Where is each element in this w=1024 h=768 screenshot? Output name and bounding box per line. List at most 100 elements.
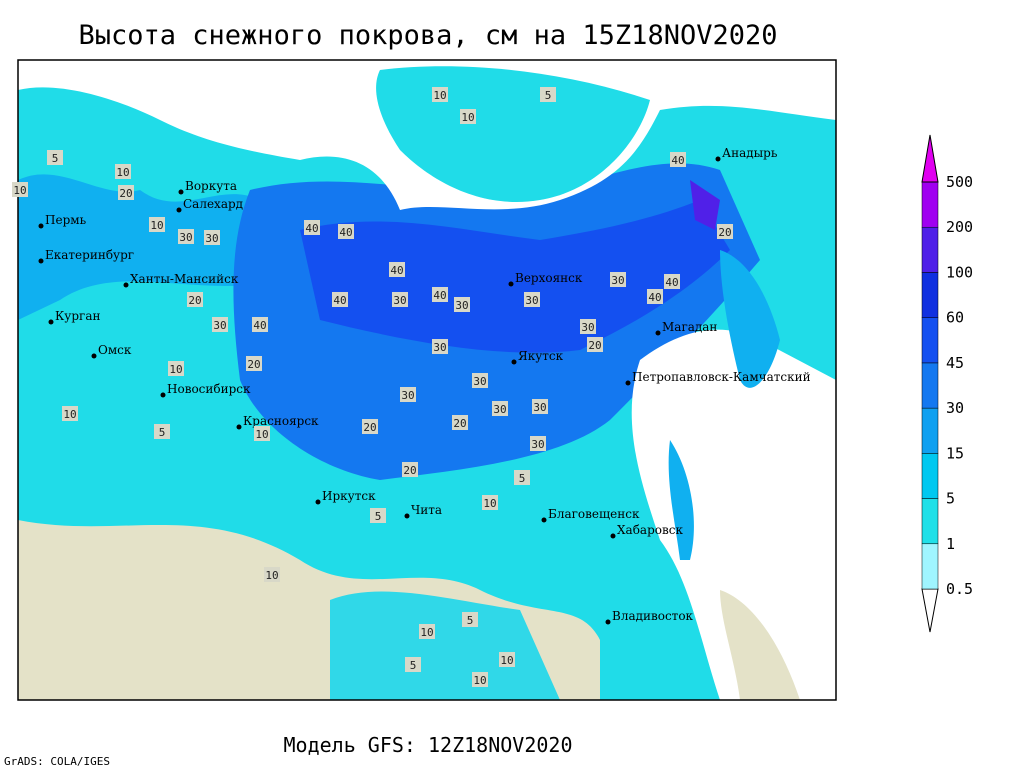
japan — [720, 590, 800, 700]
contour-label-bg — [530, 436, 546, 451]
contour-label-bg — [389, 262, 405, 277]
contour-label: 40 — [253, 319, 266, 332]
city-label: Новосибирск — [167, 382, 251, 396]
colorbar-label: 45 — [946, 354, 964, 372]
contour-label: 30 — [533, 401, 546, 414]
contour-label-bg — [178, 229, 194, 244]
contour-label: 5 — [52, 152, 59, 165]
city-label: Иркутск — [322, 489, 376, 503]
contour-label: 40 — [390, 264, 403, 277]
contour-label: 40 — [665, 276, 678, 289]
map-frame — [17, 59, 837, 701]
contour-label-bg — [264, 567, 280, 582]
colorbar-segment — [921, 498, 939, 545]
contour-label-bg — [254, 426, 270, 441]
contour-label-bg — [472, 373, 488, 388]
contour-label: 10 — [13, 184, 26, 197]
colorbar-label: 500 — [946, 173, 973, 191]
colorbar-label: 200 — [946, 218, 973, 236]
city-dot — [38, 258, 44, 264]
contour-label: 20 — [247, 358, 260, 371]
contour-label-bg — [587, 337, 603, 352]
contour-label-bg — [304, 220, 320, 235]
city-label: Магадан — [662, 320, 717, 334]
contour-label: 40 — [305, 222, 318, 235]
contour-label-bg — [717, 224, 733, 239]
contour-label: 30 — [493, 403, 506, 416]
contour-label: 40 — [339, 226, 352, 239]
city-dot — [625, 380, 631, 386]
contour-label: 20 — [403, 464, 416, 477]
contour-label-bg — [332, 292, 348, 307]
colorbar-min — [921, 588, 939, 633]
colorbar-segment — [921, 543, 939, 590]
contour-label: 10 — [150, 219, 163, 232]
colorbar-segment — [921, 453, 939, 499]
contour-label-bg — [154, 424, 170, 439]
city-label: Благовещенск — [548, 507, 640, 521]
contour-label-bg — [118, 185, 134, 200]
colorbar-max — [921, 134, 939, 183]
contour-label: 20 — [588, 339, 601, 352]
snow-max — [690, 180, 720, 230]
contour-label: 30 — [525, 294, 538, 307]
contour-label-bg — [452, 415, 468, 430]
city-label: Петропавловск-Камчатский — [632, 370, 811, 384]
contour-label-bg — [532, 399, 548, 414]
contour-label-bg — [204, 230, 220, 245]
city-dot — [715, 156, 721, 162]
contour-label: 40 — [433, 289, 446, 302]
credit: GrADS: COLA/IGES — [4, 755, 110, 768]
city-dot — [508, 281, 514, 287]
contour-label-bg — [514, 470, 530, 485]
contour-label-bg — [392, 292, 408, 307]
contour-label-bg — [610, 272, 626, 287]
contour-label-bg — [540, 87, 556, 102]
contour-label-bg — [405, 657, 421, 672]
contour-label-bg — [212, 317, 228, 332]
contour-label-bg — [149, 217, 165, 232]
colorbar-segment — [921, 181, 939, 228]
city-dot — [605, 619, 611, 625]
contour-label-bg — [460, 109, 476, 124]
contour-label: 30 — [473, 375, 486, 388]
pacific-ocean — [631, 329, 836, 700]
contour-label: 10 — [63, 408, 76, 421]
colorbar-label: 30 — [946, 399, 964, 417]
contour-label-bg — [647, 289, 663, 304]
contour-label-bg — [252, 317, 268, 332]
colorbar-label: 15 — [946, 444, 964, 462]
contour-label: 10 — [483, 497, 496, 510]
contour-label-bg — [400, 387, 416, 402]
contour-label-bg — [62, 406, 78, 421]
contour-label: 10 — [461, 111, 474, 124]
contour-label: 5 — [467, 614, 474, 627]
contour-label-bg — [402, 462, 418, 477]
contour-label: 30 — [401, 389, 414, 402]
subtitle: Модель GFS: 12Z18NOV2020 — [284, 733, 573, 757]
city-dot — [315, 499, 321, 505]
contour-label-bg — [432, 87, 448, 102]
contour-label-bg — [338, 224, 354, 239]
city-dot — [48, 319, 54, 325]
contour-label-bg — [670, 152, 686, 167]
contour-label: 10 — [265, 569, 278, 582]
city-dot — [176, 207, 182, 213]
colorbar-segment — [921, 272, 939, 318]
contour-label-bg — [524, 292, 540, 307]
city-label: Ханты-Мансийск — [130, 272, 239, 286]
contour-label: 20 — [119, 187, 132, 200]
contour-label: 30 — [205, 232, 218, 245]
title: Высота снежного покрова, см на 15Z18NOV2… — [79, 20, 778, 51]
city-label: Курган — [55, 309, 100, 323]
contour-label-bg — [187, 292, 203, 307]
colorbar-segment — [921, 362, 939, 409]
city-label: Верхоянск — [515, 271, 583, 285]
city-dot — [38, 223, 44, 229]
contour-label: 10 — [255, 428, 268, 441]
contour-label-bg — [664, 274, 680, 289]
city-label: Пермь — [45, 213, 87, 227]
